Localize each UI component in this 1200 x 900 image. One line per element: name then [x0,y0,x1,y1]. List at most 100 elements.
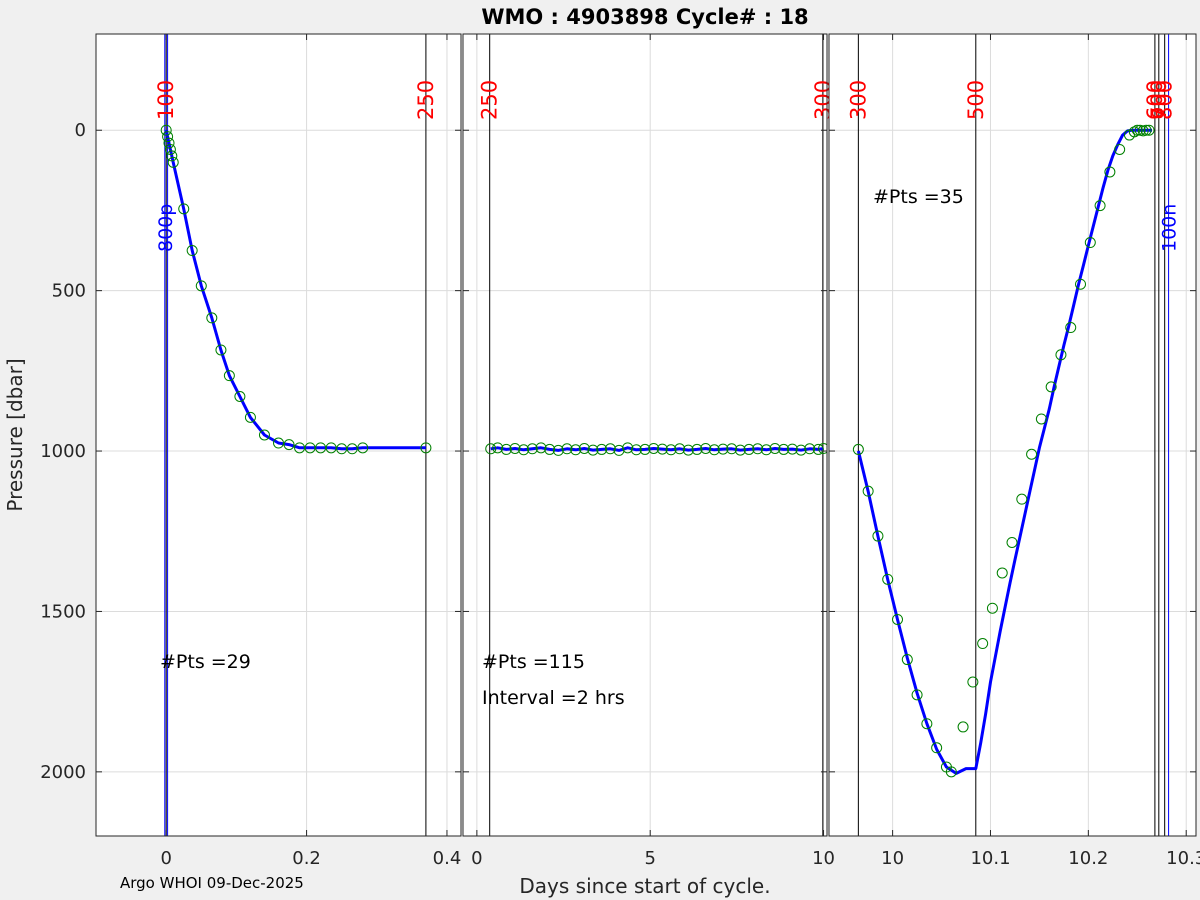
data-marker [234,391,246,403]
credit-text: Argo WHOI 09-Dec-2025 [120,874,304,892]
plot-area [829,34,1196,836]
event-label: 800 [1153,80,1177,120]
data-marker [258,429,270,441]
data-marker [1094,200,1106,212]
data-marker [957,721,969,733]
data-marker [665,444,677,456]
data-marker [921,718,933,730]
x-tick-label: 0 [471,848,482,869]
data-marker [931,742,943,754]
data-marker [325,442,337,454]
data-marker [996,567,1008,579]
data-marker [613,444,625,456]
profile-line [856,128,1152,775]
data-marker [986,602,998,614]
data-marker [911,689,923,701]
data-marker [500,443,512,455]
x-tick-label: 10 [881,848,904,869]
data-marker [509,442,521,454]
data-marker [526,443,538,455]
y-axis-label: Pressure [dbar] [3,358,27,511]
data-marker [639,443,651,455]
data-marker [552,444,564,456]
data-marker [872,530,884,542]
event-label: 500 [964,80,988,120]
plot-content [852,34,1170,836]
data-marker [346,443,358,455]
data-marker [1055,349,1067,361]
data-marker [1006,536,1018,548]
data-marker [336,443,348,455]
x-tick-label: 0.4 [433,848,462,869]
data-marker [786,443,798,455]
data-marker [167,156,179,168]
data-marker [178,203,190,215]
data-marker [795,444,807,456]
data-marker [682,444,694,456]
data-marker [315,442,327,454]
x-tick-label: 0 [160,848,171,869]
event-label: 800p [155,204,177,252]
chart-title: WMO : 4903898 Cycle# : 18 [481,5,808,29]
data-marker [1140,124,1152,136]
profile-line [164,129,426,451]
data-marker [273,437,284,449]
data-marker [760,444,772,456]
data-marker [743,443,755,455]
data-marker [162,131,174,143]
plot-area [463,34,827,836]
data-marker [812,443,824,455]
data-marker [1075,278,1087,290]
point-count-note: #Pts =115 [482,651,585,673]
event-label: 250 [478,80,502,120]
data-marker [1104,166,1116,178]
data-marker [648,442,660,454]
panel-descent: 100 250 800p #Pts =29 0 0.2 0.4 0 500 1000 1500 200… [40,33,462,869]
data-marker [195,280,207,292]
plot-content [160,34,432,836]
data-marker [1065,322,1077,334]
x-tick-label: 10.1 [970,848,1010,869]
data-marker [818,442,827,454]
x-tick-label: 10.2 [1068,848,1108,869]
axes-frame [95,33,462,837]
data-marker [892,613,904,625]
data-marker [1016,493,1028,505]
profile-line [490,446,824,452]
x-tick-label: 0.2 [292,848,321,869]
event-label: 100n [1159,204,1181,252]
data-marker [163,137,175,149]
data-marker [769,442,781,454]
data-marker [804,443,816,455]
event-label: 100 [154,80,178,120]
data-marker [160,124,172,136]
data-marker [778,443,790,455]
data-marker [206,312,218,324]
event-label: 250 [414,80,438,120]
data-marker [882,573,894,585]
data-marker [535,442,547,454]
plot-area [96,34,461,836]
x-tick-label: 10 [812,848,835,869]
data-marker [656,443,668,455]
data-marker [561,443,573,455]
data-marker [1026,448,1038,460]
data-marker [223,370,235,382]
data-marker [674,443,686,455]
data-marker [1045,381,1057,393]
data-marker [708,444,720,456]
data-marker [485,443,497,455]
x-tick-label: 5 [644,848,655,869]
data-marker [630,444,642,456]
data-marker [186,245,198,257]
data-marker [717,443,729,455]
data-marker [304,442,316,454]
data-marker [578,442,590,454]
event-label: 600 [1143,80,1167,120]
data-marker [215,344,227,356]
y-tick-label: 0 [75,120,86,141]
